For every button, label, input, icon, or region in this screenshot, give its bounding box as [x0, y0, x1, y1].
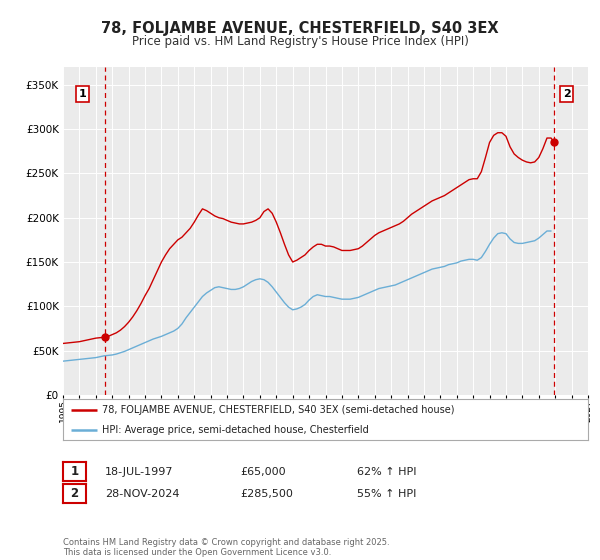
- Text: £285,500: £285,500: [240, 489, 293, 499]
- Text: 2: 2: [70, 487, 79, 501]
- Text: 62% ↑ HPI: 62% ↑ HPI: [357, 466, 416, 477]
- Text: HPI: Average price, semi-detached house, Chesterfield: HPI: Average price, semi-detached house,…: [103, 424, 369, 435]
- Text: £65,000: £65,000: [240, 466, 286, 477]
- Text: 78, FOLJAMBE AVENUE, CHESTERFIELD, S40 3EX: 78, FOLJAMBE AVENUE, CHESTERFIELD, S40 3…: [101, 21, 499, 36]
- Text: 78, FOLJAMBE AVENUE, CHESTERFIELD, S40 3EX (semi-detached house): 78, FOLJAMBE AVENUE, CHESTERFIELD, S40 3…: [103, 405, 455, 415]
- Text: 28-NOV-2024: 28-NOV-2024: [105, 489, 179, 499]
- Text: 2: 2: [563, 89, 571, 99]
- Text: 55% ↑ HPI: 55% ↑ HPI: [357, 489, 416, 499]
- Text: Price paid vs. HM Land Registry's House Price Index (HPI): Price paid vs. HM Land Registry's House …: [131, 35, 469, 48]
- Text: 1: 1: [79, 89, 86, 99]
- Text: 18-JUL-1997: 18-JUL-1997: [105, 466, 173, 477]
- Text: Contains HM Land Registry data © Crown copyright and database right 2025.
This d: Contains HM Land Registry data © Crown c…: [63, 538, 389, 557]
- Text: 1: 1: [70, 465, 79, 478]
